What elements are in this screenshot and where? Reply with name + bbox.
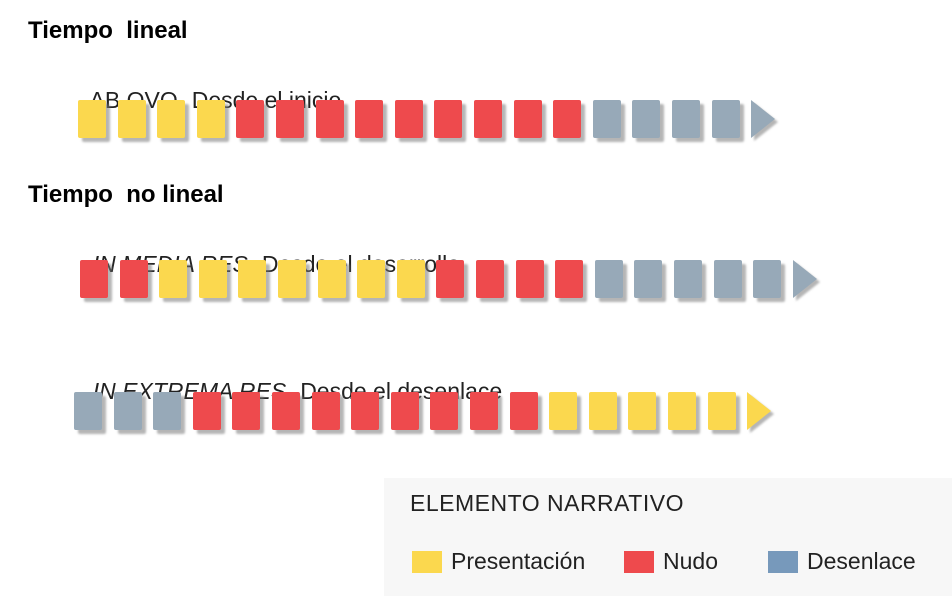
- presentacion-block: [157, 100, 185, 138]
- nudo-block: [316, 100, 344, 138]
- nudo-block: [391, 392, 419, 430]
- nudo-block: [351, 392, 379, 430]
- presentacion-block: [549, 392, 577, 430]
- nudo-block: [514, 100, 542, 138]
- nudo-block: [516, 260, 544, 298]
- desenlace-block: [74, 392, 102, 430]
- nudo-block: [430, 392, 458, 430]
- presentacion-block: [318, 260, 346, 298]
- presentacion-block: [628, 392, 656, 430]
- nudo-swatch: [624, 551, 654, 573]
- nudo-block: [476, 260, 504, 298]
- ab-ovo-sequence: [78, 100, 798, 150]
- arrow-icon: [793, 260, 817, 298]
- desenlace-swatch: [768, 551, 798, 573]
- in-extrema-res-sequence: [74, 392, 794, 442]
- nudo-block: [276, 100, 304, 138]
- presentacion-block: [78, 100, 106, 138]
- presentacion-block: [668, 392, 696, 430]
- presentacion-block: [159, 260, 187, 298]
- nudo-block: [474, 100, 502, 138]
- nudo-block: [232, 392, 260, 430]
- arrow-icon: [751, 100, 775, 138]
- presentacion-block: [199, 260, 227, 298]
- nudo-block: [434, 100, 462, 138]
- presentacion-block: [357, 260, 385, 298]
- desenlace-block: [634, 260, 662, 298]
- presentacion-swatch: [412, 551, 442, 573]
- desenlace-label: Desenlace: [807, 548, 916, 574]
- nudo-block: [193, 392, 221, 430]
- presentacion-block: [197, 100, 225, 138]
- nudo-block: [553, 100, 581, 138]
- nudo-block: [510, 392, 538, 430]
- desenlace-block: [712, 100, 740, 138]
- desenlace-block: [674, 260, 702, 298]
- legend-title: ELEMENTO NARRATIVO: [410, 490, 684, 516]
- nudo-block: [236, 100, 264, 138]
- presentacion-label: Presentación: [451, 548, 586, 574]
- desenlace-block: [714, 260, 742, 298]
- desenlace-block: [595, 260, 623, 298]
- presentacion-block: [589, 392, 617, 430]
- nudo-block: [120, 260, 148, 298]
- desenlace-block: [114, 392, 142, 430]
- nudo-block: [395, 100, 423, 138]
- nudo-block: [470, 392, 498, 430]
- in-media-res-sequence: [80, 260, 817, 310]
- nudo-label: Nudo: [663, 548, 718, 574]
- nudo-block: [80, 260, 108, 298]
- nudo-block: [355, 100, 383, 138]
- legend: ELEMENTO NARRATIVO Presentación Nudo Des…: [384, 478, 952, 596]
- nudo-block: [436, 260, 464, 298]
- nonlinear-time-heading: Tiempo no lineal: [28, 181, 224, 208]
- desenlace-block: [593, 100, 621, 138]
- arrow-icon: [747, 392, 771, 430]
- nudo-block: [555, 260, 583, 298]
- presentacion-block: [118, 100, 146, 138]
- desenlace-block: [153, 392, 181, 430]
- presentacion-block: [238, 260, 266, 298]
- presentacion-block: [708, 392, 736, 430]
- desenlace-block: [632, 100, 660, 138]
- desenlace-block: [672, 100, 700, 138]
- desenlace-block: [753, 260, 781, 298]
- presentacion-block: [397, 260, 425, 298]
- presentacion-block: [278, 260, 306, 298]
- nudo-block: [272, 392, 300, 430]
- nudo-block: [312, 392, 340, 430]
- linear-time-heading: Tiempo lineal: [28, 17, 188, 44]
